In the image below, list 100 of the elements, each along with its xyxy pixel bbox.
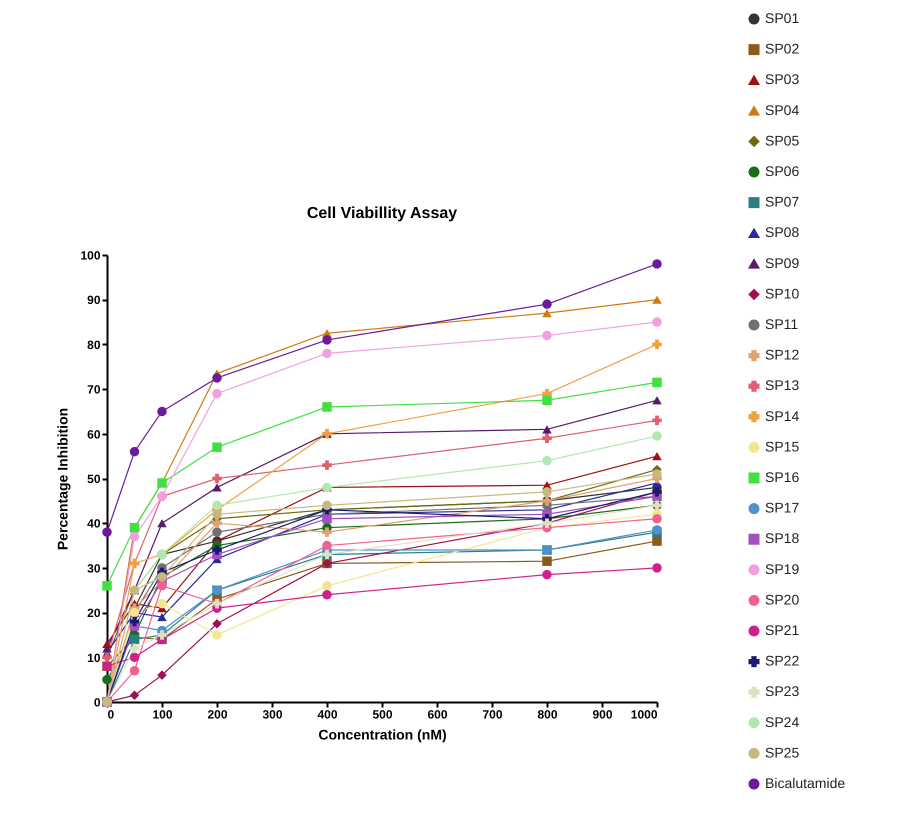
legend-label: SP23 xyxy=(765,683,800,700)
point xyxy=(157,612,167,622)
point xyxy=(322,460,332,470)
point xyxy=(652,317,662,327)
legend-label: SP07 xyxy=(765,194,800,210)
legend-label: SP25 xyxy=(765,744,800,760)
legend-label: SP18 xyxy=(765,530,800,546)
point xyxy=(212,619,222,629)
point xyxy=(542,299,552,309)
y-tick-label: 40 xyxy=(87,516,101,531)
point xyxy=(652,416,662,426)
legend-label: SP20 xyxy=(765,591,800,608)
point xyxy=(652,514,662,524)
point xyxy=(157,581,167,591)
point xyxy=(542,309,552,318)
legend-label: SP02 xyxy=(765,40,800,57)
point xyxy=(322,402,332,412)
legend-label: SP06 xyxy=(765,163,800,179)
point xyxy=(322,514,332,524)
point xyxy=(212,527,222,537)
x-tick-label: 100 xyxy=(152,708,173,722)
y-tick-label: 100 xyxy=(80,248,101,262)
y-tick-label: 60 xyxy=(87,427,101,442)
point xyxy=(542,456,552,466)
x-tick-label: 200 xyxy=(207,708,228,722)
y-tick-label: 30 xyxy=(87,561,101,576)
legend-label: SP22 xyxy=(765,652,800,669)
point xyxy=(212,388,222,398)
legend-label: SP21 xyxy=(765,622,800,638)
y-tick-label: 20 xyxy=(87,606,101,620)
point xyxy=(542,556,552,566)
point xyxy=(542,425,552,434)
legend-label: SP12 xyxy=(765,346,800,363)
x-tick-label: 700 xyxy=(482,708,503,722)
x-tick-label: 1000 xyxy=(630,708,658,722)
x-tick-label: 300 xyxy=(262,708,283,722)
legend-label: SP09 xyxy=(765,254,800,271)
point xyxy=(652,469,662,479)
legend-label: SP16 xyxy=(765,469,800,485)
y-tick-label: 50 xyxy=(87,472,101,486)
point xyxy=(130,634,140,644)
point xyxy=(542,330,552,340)
point xyxy=(322,527,332,537)
legend-label: SP10 xyxy=(765,285,800,302)
point xyxy=(652,259,662,269)
y-tick-label: 10 xyxy=(87,650,101,665)
point xyxy=(102,527,112,537)
x-tick-label: 500 xyxy=(372,708,393,722)
point xyxy=(322,540,332,550)
x-tick-label: 800 xyxy=(537,708,558,722)
x-axis-title: Concentration (nM) xyxy=(318,726,447,742)
point xyxy=(212,442,222,452)
point xyxy=(322,590,332,600)
point xyxy=(652,431,662,441)
point xyxy=(212,500,222,510)
legend-label: SP24 xyxy=(765,714,800,730)
y-axis-title: Percentage Inhibition xyxy=(54,408,70,550)
point xyxy=(130,532,140,542)
point xyxy=(130,690,140,700)
point xyxy=(652,396,662,404)
legend-label: SP03 xyxy=(765,71,800,88)
legend-label: SP13 xyxy=(765,377,800,394)
point xyxy=(212,474,222,484)
point xyxy=(322,348,332,358)
point xyxy=(212,483,222,492)
point xyxy=(322,500,332,510)
legend-label: SP11 xyxy=(765,316,798,332)
chart-title: Cell Viabillity Assay xyxy=(306,205,458,223)
point xyxy=(130,616,140,626)
legend-label: SP15 xyxy=(765,438,800,454)
point xyxy=(652,536,662,546)
point xyxy=(130,666,140,676)
point xyxy=(212,510,222,519)
legend-label: SP05 xyxy=(765,132,800,148)
point xyxy=(322,581,332,591)
point xyxy=(157,670,167,680)
point xyxy=(130,644,140,654)
point xyxy=(652,296,662,304)
y-tick-label: 90 xyxy=(87,293,101,308)
legend-label: SP01 xyxy=(765,10,800,26)
y-tick-label: 0 xyxy=(94,696,101,710)
legend-label: SP08 xyxy=(765,224,800,240)
x-tick-label: 600 xyxy=(427,708,448,722)
point xyxy=(652,452,662,460)
legend-label: SP19 xyxy=(765,560,800,577)
point xyxy=(652,340,662,350)
point xyxy=(212,630,222,640)
legend-label: SP14 xyxy=(765,408,800,424)
point xyxy=(212,373,222,383)
legend-label: SP04 xyxy=(765,102,800,118)
x-tick-label: 0 xyxy=(108,708,114,722)
point xyxy=(322,335,332,345)
legend-label: Bicalutamide xyxy=(765,775,846,791)
y-tick-label: 70 xyxy=(87,382,101,397)
legend-label: SP17 xyxy=(765,500,800,516)
y-tick-label: 80 xyxy=(87,338,101,352)
point xyxy=(212,545,222,555)
point xyxy=(130,446,140,456)
point xyxy=(157,598,167,608)
point xyxy=(542,434,552,444)
